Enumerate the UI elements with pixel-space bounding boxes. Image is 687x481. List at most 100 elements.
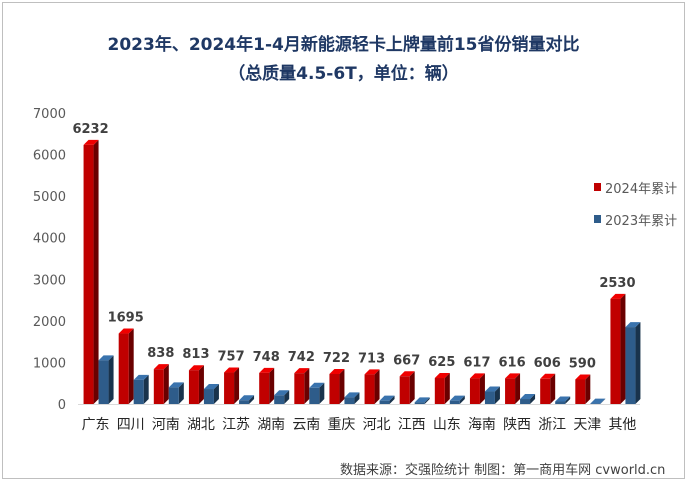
bar-2024-2-side (163, 364, 169, 404)
data-label-2024: 757 (217, 350, 244, 365)
legend-swatch-2024 (594, 183, 601, 191)
x-category-label: 浙江 (538, 417, 566, 433)
data-label-2024: 616 (498, 355, 525, 370)
bar-2024-15-side (620, 293, 626, 404)
legend-swatch-2023 (594, 215, 601, 223)
chart-title: 2023年、2024年1-4月新能源轻卡上牌量前15省份销量对比 (107, 35, 580, 55)
bar-2024-11 (469, 378, 480, 404)
bar-2024-7 (329, 373, 340, 404)
x-category-label: 河南 (152, 417, 180, 433)
data-label-2024: 722 (323, 351, 350, 366)
bar-2023-11-side (494, 386, 500, 404)
bar-2024-1-top (118, 328, 134, 334)
y-tick-label: 4000 (33, 232, 66, 247)
bar-2023-12-top (520, 394, 536, 400)
x-category-label: 广东 (82, 417, 110, 433)
bar-2023-11 (484, 391, 495, 404)
bar-2023-10 (449, 400, 460, 404)
bar-2023-7-top (344, 392, 360, 398)
x-category-label: 河北 (363, 417, 391, 433)
bar-2023-10-top (449, 395, 465, 401)
y-tick-label: 3000 (33, 273, 66, 288)
bar-2024-8-side (374, 369, 380, 404)
bar-2024-5-top (259, 367, 275, 373)
data-label-2024: 1695 (108, 311, 144, 326)
bar-2023-10-side (459, 395, 465, 404)
bar-2023-6 (309, 387, 320, 404)
x-category-label: 江苏 (222, 417, 250, 433)
bar-2024-3-side (198, 365, 204, 404)
x-category-label: 湖北 (187, 417, 215, 433)
bar-2023-1-top (133, 374, 149, 380)
bar-2023-6-side (319, 382, 325, 404)
bar-2023-13-side (565, 396, 571, 404)
data-label-2024: 742 (288, 350, 315, 365)
data-label-2024: 667 (393, 353, 420, 368)
bar-2024-0 (83, 144, 94, 404)
bar-2023-2-top (168, 382, 184, 388)
bar-2024-7-side (339, 368, 345, 404)
bar-2024-13-top (540, 373, 556, 379)
bar-2023-15-side (635, 322, 641, 404)
bar-2024-8-top (364, 369, 380, 375)
x-category-label: 海南 (468, 417, 496, 433)
bar-2023-5 (274, 395, 285, 404)
x-category-label: 江西 (398, 417, 426, 433)
bar-2023-1-side (143, 374, 149, 404)
data-label-2024: 838 (147, 346, 174, 361)
bar-2023-5-side (284, 390, 290, 404)
bar-2023-2 (168, 387, 179, 404)
bar-2023-13 (555, 401, 566, 404)
bar-2023-0-top (98, 355, 114, 361)
chart-subtitle: （总质量4.5-6T，单位：辆） (228, 64, 459, 84)
bar-2024-0-side (93, 139, 99, 404)
bar-2024-7-top (329, 368, 345, 374)
y-tick-label: 5000 (33, 190, 66, 205)
x-category-label: 天津 (573, 417, 601, 433)
bar-2024-6-side (304, 368, 310, 404)
bar-2023-4-top (239, 395, 255, 401)
bar-2024-12-top (505, 373, 521, 379)
bar-2023-15 (625, 327, 636, 404)
bar-2024-15 (610, 298, 621, 404)
bar-2023-4 (239, 400, 250, 404)
bar-2024-13 (540, 378, 551, 404)
y-tick-label: 7000 (33, 107, 66, 122)
x-category-label: 陕西 (503, 417, 531, 433)
y-tick-label: 1000 (33, 356, 66, 371)
data-label-2024: 2530 (599, 276, 635, 291)
bar-2023-8-top (379, 395, 395, 401)
x-category-label: 重庆 (327, 417, 355, 433)
bar-2023-14-top (590, 398, 606, 404)
bar-2023-13-top (555, 396, 571, 402)
y-tick-label: 2000 (33, 315, 66, 330)
bar-2023-12-side (530, 394, 536, 404)
bar-2023-9-top (414, 397, 430, 403)
bar-2023-12 (520, 399, 531, 404)
bar-2024-11-top (469, 373, 485, 379)
bar-2024-10 (434, 378, 445, 404)
bar-2024-14-side (585, 374, 591, 404)
data-label-2024: 625 (428, 355, 455, 370)
bar-2024-2 (153, 369, 164, 404)
bar-2024-1-side (128, 328, 134, 404)
legend-label-2024: 2024年累计 (605, 182, 678, 197)
bar-2024-12 (505, 378, 516, 404)
bar-2024-0-top (83, 139, 99, 145)
x-category-label: 四川 (117, 417, 145, 433)
x-category-label: 湖南 (257, 417, 285, 433)
data-source-footer: 数据来源：交强险统计 制图：第一商用车网 cvworld.cn (340, 463, 666, 478)
bar-2023-9 (414, 402, 425, 404)
bar-2024-6-top (294, 368, 310, 374)
bar-2023-3-top (203, 384, 219, 390)
bar-2024-4-side (234, 367, 240, 404)
bar-2024-2-top (153, 364, 169, 370)
bar-2023-5-top (274, 390, 290, 396)
bar-2024-10-top (434, 373, 450, 379)
bar-2024-10-side (444, 373, 450, 404)
bar-2024-5 (259, 372, 270, 404)
x-category-label: 云南 (292, 417, 320, 433)
data-label-2024: 606 (534, 356, 561, 371)
data-label-2024: 6232 (72, 122, 108, 137)
